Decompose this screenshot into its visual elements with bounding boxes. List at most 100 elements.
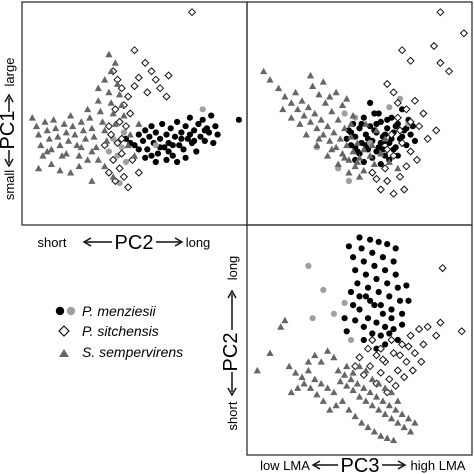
pc3-axis-label: low LMA PC3 high LMA: [260, 455, 466, 474]
point-sempervirens-58: [394, 164, 402, 172]
point-sitchensis-29: [432, 126, 441, 135]
point-menziesii-31: [197, 133, 204, 140]
point-sempervirens-42: [120, 112, 128, 119]
point-sempervirens-8: [336, 377, 344, 385]
point-sempervirens-43: [94, 84, 102, 92]
point-menziesii-53: [360, 336, 367, 344]
pc2-v-low-label: short: [225, 401, 240, 430]
legend-marker-black-circle: [55, 306, 65, 316]
point-sitchensis-15: [385, 375, 394, 384]
point-sempervirens-28: [321, 99, 329, 106]
point-sempervirens-48: [294, 384, 302, 391]
point-sempervirens-32: [98, 118, 107, 125]
point-menziesii-32: [199, 116, 206, 123]
point-sempervirens-21: [75, 152, 83, 159]
point-sitchensis-2: [429, 41, 439, 51]
point-sempervirens-28: [90, 133, 98, 140]
point-sempervirens-36: [302, 131, 310, 138]
point-sitchensis-18: [121, 122, 131, 131]
point-sitchensis-26: [368, 335, 377, 345]
point-menziesii-45: [347, 129, 355, 136]
point-sitchensis-5: [397, 46, 407, 55]
point-sempervirens-45: [326, 93, 334, 100]
point-menziesii-32: [360, 323, 367, 330]
point-sitchensis-16: [397, 138, 407, 148]
point-sempervirens-46: [111, 59, 119, 66]
point-sempervirens-7: [306, 118, 315, 125]
point-sempervirens-57: [253, 366, 261, 374]
point-sitchensis-32: [417, 357, 426, 366]
pc3-name-label: PC3: [341, 455, 380, 474]
point-sempervirens-37: [313, 141, 321, 149]
point-menziesii-47: [367, 99, 374, 106]
point-sempervirens-8: [313, 124, 321, 132]
point-menziesii-33: [369, 330, 376, 337]
point-sempervirens-42: [332, 401, 340, 409]
point-sempervirens-13: [368, 401, 376, 409]
point-menziesii-40: [152, 158, 159, 166]
point-sitchensis-6: [162, 92, 171, 101]
legend-item-sitchensis: P. sitchensis: [58, 323, 159, 339]
point-sempervirens-54: [304, 358, 312, 365]
point-sempervirens-37: [370, 428, 378, 435]
point-sitchensis-17: [402, 357, 411, 366]
point-sempervirens-23: [343, 141, 351, 149]
point-menziesii-15: [379, 254, 386, 261]
point-menziesii-46: [148, 152, 155, 159]
point-sempervirens-56: [377, 150, 385, 157]
point-sitchensis-33: [378, 355, 388, 364]
point-sitchensis-1: [130, 46, 139, 55]
plot-frame: [246, 224, 473, 456]
point-sempervirens-44: [319, 397, 327, 404]
point-menziesii-21: [392, 271, 399, 278]
point-sempervirens-59: [88, 147, 96, 155]
point-sitchensis-22: [109, 155, 118, 165]
pc1-name-label: PC1: [0, 111, 19, 150]
point-menziesii-24: [182, 123, 189, 130]
point-menziesii-11: [367, 123, 374, 130]
point-sempervirens-6: [300, 112, 308, 119]
point-sempervirens-15: [292, 88, 300, 96]
point-menziesii-42: [174, 158, 181, 166]
point-sempervirens-31: [96, 107, 104, 115]
point-sitchensis-31: [404, 342, 413, 351]
pc2-v-arrow-down-icon: [227, 372, 237, 397]
point-sempervirens-55: [281, 316, 289, 324]
point-sitchensis-3: [432, 331, 441, 340]
point-sempervirens-59: [343, 362, 351, 370]
point-sempervirens-32: [411, 419, 419, 426]
point-sempervirens-54: [47, 160, 55, 167]
point-sempervirens-23: [79, 126, 87, 134]
point-menziesii-54: [235, 116, 242, 123]
point-sempervirens-64: [124, 141, 132, 149]
pc2-low-label: short: [38, 235, 67, 250]
point-sempervirens-16: [64, 137, 73, 144]
point-sitchensis-24: [400, 372, 409, 382]
point-sitchensis-11: [363, 344, 373, 353]
point-sempervirens-50: [381, 135, 389, 142]
point-menziesii-40: [388, 315, 395, 322]
point-menziesii-54: [373, 345, 380, 352]
point-sempervirens-9: [50, 116, 58, 123]
point-sempervirens-45: [107, 67, 115, 75]
point-sitchensis-28: [423, 134, 432, 143]
point-menziesii-29: [390, 326, 397, 333]
point-sitchensis-22: [383, 176, 392, 186]
point-menziesii-49: [186, 131, 193, 138]
point-sitchensis-18: [412, 155, 422, 165]
point-sempervirens-24: [81, 135, 90, 142]
point-sitchensis-4: [151, 75, 160, 84]
point-sitchensis-27: [372, 174, 381, 184]
point-menziesii-42: [375, 238, 382, 245]
point-menziesii-18: [382, 152, 389, 159]
point-sitchensis-24: [389, 189, 398, 198]
point-sempervirens-56: [35, 164, 43, 172]
point-sempervirens-53: [319, 78, 327, 85]
point-sempervirens-16: [298, 97, 306, 104]
point-sempervirens-49: [372, 126, 381, 134]
point-menziesii-37: [362, 293, 369, 300]
point-menziesii-17: [384, 280, 391, 287]
point-menziesii-47: [169, 142, 176, 149]
point-sitchensis-12: [123, 92, 133, 101]
